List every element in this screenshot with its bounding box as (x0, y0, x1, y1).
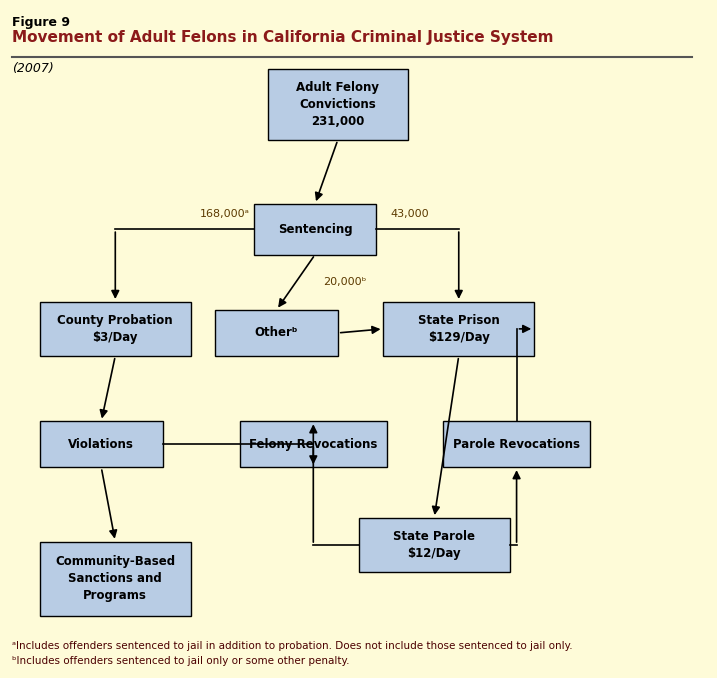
Text: County Probation
$3/Day: County Probation $3/Day (57, 314, 173, 344)
FancyBboxPatch shape (40, 302, 191, 356)
FancyBboxPatch shape (239, 422, 387, 467)
Text: (2007): (2007) (12, 62, 54, 75)
FancyBboxPatch shape (359, 518, 510, 572)
FancyBboxPatch shape (254, 204, 376, 255)
FancyBboxPatch shape (267, 69, 408, 140)
Text: Movement of Adult Felons in California Criminal Justice System: Movement of Adult Felons in California C… (12, 30, 554, 45)
Text: Figure 9: Figure 9 (12, 16, 70, 29)
Text: 43,000: 43,000 (391, 210, 429, 220)
FancyBboxPatch shape (384, 302, 534, 356)
Text: Otherᵇ: Otherᵇ (255, 326, 298, 340)
Text: Parole Revocations: Parole Revocations (453, 438, 580, 451)
Text: Felony Revocations: Felony Revocations (249, 438, 377, 451)
Text: State Parole
$12/Day: State Parole $12/Day (393, 530, 475, 560)
Text: Violations: Violations (68, 438, 134, 451)
Text: Adult Felony
Convictions
231,000: Adult Felony Convictions 231,000 (296, 81, 379, 128)
Text: State Prison
$129/Day: State Prison $129/Day (418, 314, 500, 344)
Text: Community-Based
Sanctions and
Programs: Community-Based Sanctions and Programs (55, 555, 176, 602)
Text: Sentencing: Sentencing (277, 223, 352, 236)
FancyBboxPatch shape (443, 422, 590, 467)
FancyBboxPatch shape (40, 422, 163, 467)
FancyBboxPatch shape (215, 310, 338, 356)
Text: 168,000ᵃ: 168,000ᵃ (200, 210, 250, 220)
Text: 20,000ᵇ: 20,000ᵇ (323, 277, 367, 287)
Text: ᵃIncludes offenders sentenced to jail in addition to probation. Does not include: ᵃIncludes offenders sentenced to jail in… (12, 641, 573, 652)
Text: ᵇIncludes offenders sentenced to jail only or some other penalty.: ᵇIncludes offenders sentenced to jail on… (12, 656, 349, 666)
FancyBboxPatch shape (40, 542, 191, 616)
